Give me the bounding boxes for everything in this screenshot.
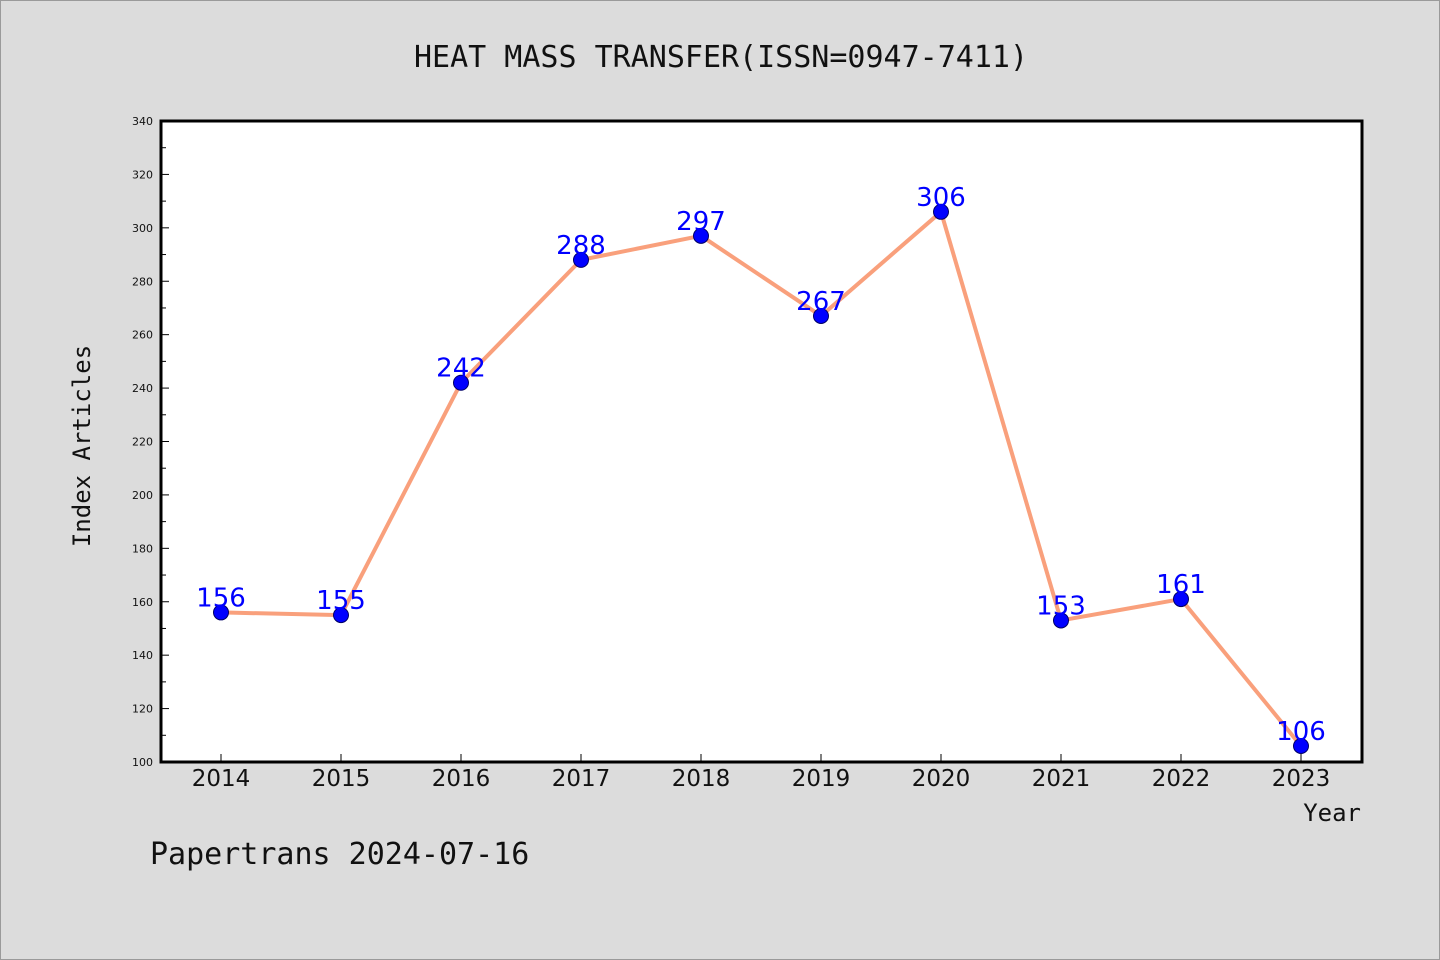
y-tick-label: 180	[132, 542, 153, 555]
data-point-marker	[333, 607, 349, 624]
x-tick-label: 2021	[1032, 766, 1091, 792]
x-axis: 2014 2015 2016 2017 2018 2019 2020 2021 2022 2023	[192, 754, 1331, 792]
footer-text: Papertrans 2024-07-16	[150, 837, 529, 872]
data-label: 106	[1276, 717, 1326, 747]
data-label: 155	[316, 586, 366, 616]
y-tick-label: 320	[132, 168, 153, 181]
data-labels: 156 155 242 288 297 267 306 153 161 106	[196, 183, 1326, 747]
data-point-marker	[693, 227, 709, 244]
y-tick-label: 140	[132, 649, 153, 662]
data-label: 306	[916, 183, 966, 213]
data-label: 267	[796, 287, 846, 317]
series-line	[220, 209, 1303, 748]
x-tick-label: 2018	[672, 766, 731, 792]
data-label: 161	[1156, 570, 1206, 600]
data-point-marker	[1053, 612, 1069, 629]
y-tick-label: 120	[132, 703, 153, 716]
plot-area	[161, 121, 1362, 762]
x-tick-label: 2019	[792, 766, 851, 792]
data-label: 242	[436, 354, 486, 384]
data-label: 153	[1036, 591, 1086, 621]
data-point-marker	[1173, 591, 1189, 608]
data-point-marker	[213, 604, 229, 621]
data-point-marker	[933, 203, 949, 220]
data-markers	[213, 203, 1309, 754]
x-axis-label: Year	[1303, 799, 1361, 827]
y-axis-label: Index Articles	[68, 345, 96, 547]
y-tick-label: 340	[132, 115, 153, 128]
y-tick-label: 280	[132, 275, 153, 288]
x-tick-label: 2015	[312, 766, 371, 792]
x-tick-label: 2014	[192, 766, 251, 792]
data-point-marker	[1293, 737, 1309, 754]
data-point-marker	[813, 307, 829, 324]
data-label: 288	[556, 231, 606, 261]
y-tick-label: 200	[132, 489, 153, 502]
x-tick-label: 2022	[1152, 766, 1211, 792]
x-tick-label: 2016	[432, 766, 491, 792]
data-point-marker	[453, 374, 469, 391]
plot-frame	[159, 119, 1364, 764]
y-tick-label: 240	[132, 382, 153, 395]
x-tick-label: 2017	[552, 766, 611, 792]
y-axis: 100 120 140 160 180 200 220 240 260 280 300 320 340	[132, 115, 169, 769]
y-tick-label: 260	[132, 329, 153, 342]
data-label: 297	[676, 207, 726, 237]
x-tick-label: 2023	[1272, 766, 1331, 792]
y-tick-label: 220	[132, 436, 153, 449]
y-tick-label: 160	[132, 596, 153, 609]
y-tick-label: 300	[132, 222, 153, 235]
y-tick-label: 100	[132, 756, 153, 769]
x-tick-label: 2020	[912, 766, 971, 792]
data-label: 156	[196, 583, 246, 613]
chart-title: HEAT MASS TRANSFER(ISSN=0947-7411)	[414, 40, 1028, 75]
data-point-marker	[573, 251, 589, 268]
